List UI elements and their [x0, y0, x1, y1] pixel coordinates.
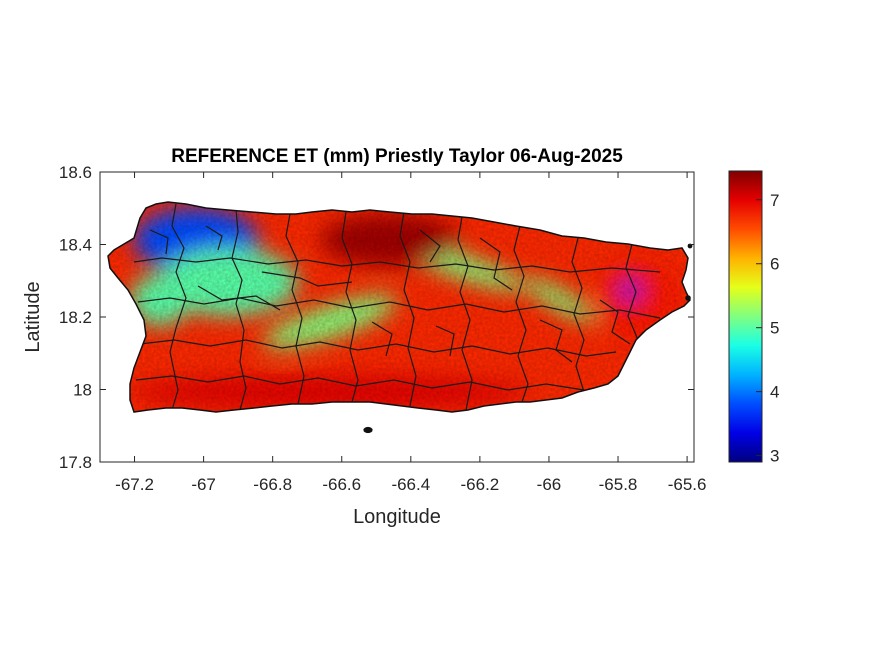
colorbar-ticks: 3 4 5 6 7: [756, 191, 779, 466]
y-tick-label: 18: [73, 381, 92, 400]
municipality-boundary: [133, 257, 661, 273]
municipality-boundary: [285, 213, 305, 405]
x-tick-label: -66: [537, 475, 562, 494]
y-tick-label: 18.6: [59, 163, 92, 182]
municipality-boundary: [261, 271, 353, 287]
municipality-boundary: [599, 299, 631, 345]
colorbar-tick-label: 6: [770, 255, 779, 274]
municipality-boundary: [149, 229, 169, 255]
x-tick-label: -66.6: [322, 475, 361, 494]
municipality-boundary: [479, 237, 513, 291]
x-tick-label: -65.6: [668, 475, 707, 494]
y-tick-label: 18.4: [59, 236, 92, 255]
municipality-boundary: [625, 243, 639, 341]
municipality-boundary: [399, 211, 417, 407]
municipality-boundary: [205, 225, 223, 251]
y-tick-label: 18.2: [59, 308, 92, 327]
municipality-boundary: [169, 203, 187, 411]
municipality-boundary: [539, 319, 573, 363]
x-tick-label: -66.2: [461, 475, 500, 494]
y-axis: 17.8 18 18.2 18.4 18.6: [59, 163, 694, 472]
y-tick-label: 17.8: [59, 453, 92, 472]
colorbar-tick-label: 5: [770, 319, 779, 338]
municipality-boundary: [571, 237, 585, 393]
x-tick-label: -65.8: [599, 475, 638, 494]
colorbar: 3 4 5 6 7: [728, 170, 779, 466]
islet-caja-de-muerto: [363, 426, 373, 434]
municipality-boundary: [341, 211, 359, 403]
x-axis: -67.2 -67 -66.8 -66.6 -66.4 -66.2 -66 -65.8 -65.…: [115, 172, 706, 494]
municipality-boundaries: [133, 203, 661, 411]
colorbar-tick-label: 3: [770, 447, 779, 466]
colorbar-fill: [728, 170, 763, 463]
municipality-boundary: [457, 216, 473, 411]
municipality-boundary: [371, 321, 393, 357]
municipality-boundary: [135, 375, 585, 391]
x-tick-label: -67.2: [115, 475, 154, 494]
municipality-boundary: [419, 229, 441, 263]
islet-east: [685, 295, 691, 301]
municipality-boundary: [231, 209, 247, 411]
municipality-boundary: [137, 297, 661, 319]
colorbar-tick-label: 4: [770, 383, 779, 402]
colorbar-tick-label: 7: [770, 191, 779, 210]
y-axis-label: Latitude: [22, 281, 44, 352]
plot-area: -67.2 -67 -66.8 -66.6 -66.4 -66.2 -66 -65.8 -65.…: [59, 163, 707, 494]
municipality-boundary: [513, 225, 529, 403]
municipality-boundary: [197, 285, 281, 311]
municipality-boundary: [435, 325, 455, 357]
municipality-boundary: [139, 339, 617, 357]
x-tick-label: -66.4: [391, 475, 430, 494]
x-axis-label: Longitude: [353, 506, 441, 528]
small-islets: [363, 243, 693, 434]
x-tick-label: -66.8: [253, 475, 292, 494]
chart-title: REFERENCE ET (mm) Priestly Taylor 06-Aug…: [171, 146, 623, 167]
island-coastline: [107, 201, 691, 413]
x-tick-label: -67: [191, 475, 216, 494]
